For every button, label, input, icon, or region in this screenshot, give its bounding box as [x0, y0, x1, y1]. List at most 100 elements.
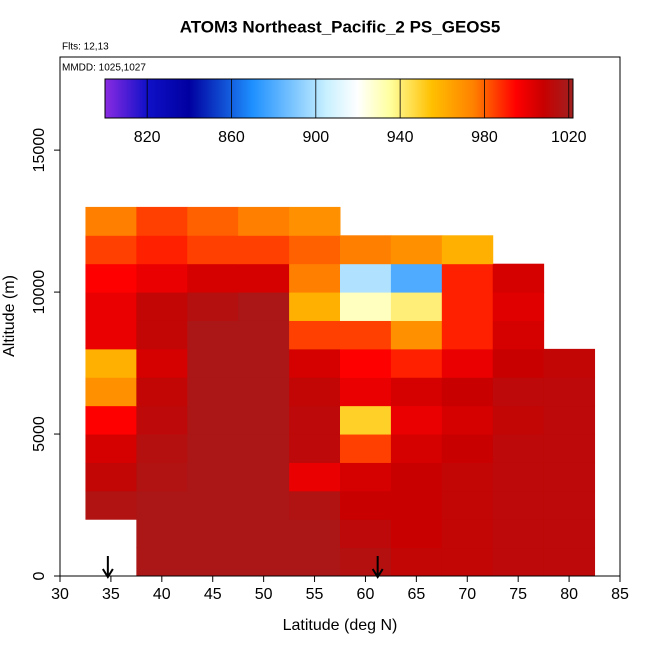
heat-cell [543, 490, 596, 520]
heat-cell [441, 348, 494, 378]
heat-cell [187, 405, 239, 435]
heat-cell [187, 235, 239, 265]
heat-cell [441, 547, 494, 577]
heat-cell [390, 434, 443, 463]
arrow [371, 556, 384, 579]
heat-cell [238, 320, 290, 350]
heat-cell [136, 377, 188, 407]
heat-cell [136, 547, 188, 577]
heat-cell [340, 320, 392, 350]
heat-cell [289, 292, 341, 321]
chart-title: ATOM3 Northeast_Pacific_2 PS_GEOS5 [180, 17, 501, 36]
heat-cell [340, 519, 392, 549]
heat-cell [543, 547, 596, 577]
annotation: Flts: 12,13 [62, 42, 109, 53]
x-tick-label: 40 [153, 586, 171, 603]
heat-cell [492, 263, 545, 293]
colorbar-tick-label: 980 [471, 129, 498, 146]
x-tick-label: 75 [509, 586, 527, 603]
heat-cell [238, 348, 290, 378]
x-tick-label: 55 [306, 586, 324, 603]
heat-cell [187, 519, 239, 549]
heat-cell [289, 320, 341, 350]
x-tick-label: 60 [357, 586, 375, 603]
heat-cell [492, 320, 545, 350]
heat-cell [543, 377, 596, 407]
heat-cell [85, 348, 137, 378]
heat-cell [289, 519, 341, 549]
heat-cell [492, 490, 545, 520]
heat-cell [340, 377, 392, 407]
heat-cell [390, 235, 443, 265]
heat-cell [187, 462, 239, 492]
x-tick-label: 30 [51, 586, 69, 603]
heat-cell [340, 263, 392, 293]
heat-cell [390, 377, 443, 407]
heat-cell [187, 206, 239, 236]
heat-cell [340, 405, 392, 435]
heat-cell [85, 292, 137, 321]
heat-cell [136, 490, 188, 520]
heat-cell [441, 519, 494, 549]
colorbar [104, 78, 574, 119]
heat-cell [441, 235, 494, 265]
colorbar-tick-label: 940 [387, 129, 414, 146]
heat-cell [289, 235, 341, 265]
colorbar-tick-label: 860 [218, 129, 245, 146]
annotation: MMDD: 1025,1027 [62, 63, 146, 74]
heat-cell [289, 405, 341, 435]
heat-cell [441, 405, 494, 435]
heat-cell [441, 434, 494, 463]
heat-cell [85, 263, 137, 293]
heat-cell [492, 377, 545, 407]
heat-cell [238, 292, 290, 321]
heat-cell [238, 462, 290, 492]
heat-cell [85, 405, 137, 435]
y-tick-label: 10000 [31, 270, 48, 315]
heat-cell [238, 519, 290, 549]
heat-cell [136, 263, 188, 293]
arrow [102, 556, 114, 579]
heat-cell [238, 490, 290, 520]
heat-cell [289, 547, 341, 577]
heat-cell [238, 263, 290, 293]
heat-cell [441, 263, 494, 293]
heat-cell [289, 206, 341, 236]
heat-cell [441, 320, 494, 350]
heat-cell [340, 235, 392, 265]
heat-cell [85, 235, 137, 265]
x-tick-label: 50 [255, 586, 273, 603]
heat-cell [136, 434, 188, 463]
heat-cell [85, 490, 137, 520]
heat-cell [85, 434, 137, 463]
heat-cell [136, 348, 188, 378]
heat-cell [390, 320, 443, 350]
heat-cell [543, 405, 596, 435]
heat-cell [543, 434, 596, 463]
plot-frame [59, 56, 621, 577]
colorbar-tick-label: 900 [302, 129, 329, 146]
x-tick-label: 70 [458, 586, 476, 603]
heat-cell [543, 348, 596, 378]
heat-cell [187, 348, 239, 378]
heat-cell [390, 263, 443, 293]
heat-cell [492, 519, 545, 549]
heat-cell [492, 462, 545, 492]
heat-cell [492, 434, 545, 463]
heat-cell [238, 235, 290, 265]
x-tick-label: 80 [560, 586, 578, 603]
heat-cell [441, 462, 494, 492]
heat-cell [390, 462, 443, 492]
y-tick-label: 5000 [31, 416, 48, 452]
colorbar-tick-label: 1020 [551, 129, 587, 146]
heat-cell [136, 292, 188, 321]
heat-cell [390, 405, 443, 435]
heat-cell [289, 462, 341, 492]
heat-cell [441, 292, 494, 321]
heat-cell [187, 320, 239, 350]
heat-cell [390, 490, 443, 520]
heat-cell [187, 490, 239, 520]
heat-cell [289, 377, 341, 407]
heat-cell [187, 434, 239, 463]
